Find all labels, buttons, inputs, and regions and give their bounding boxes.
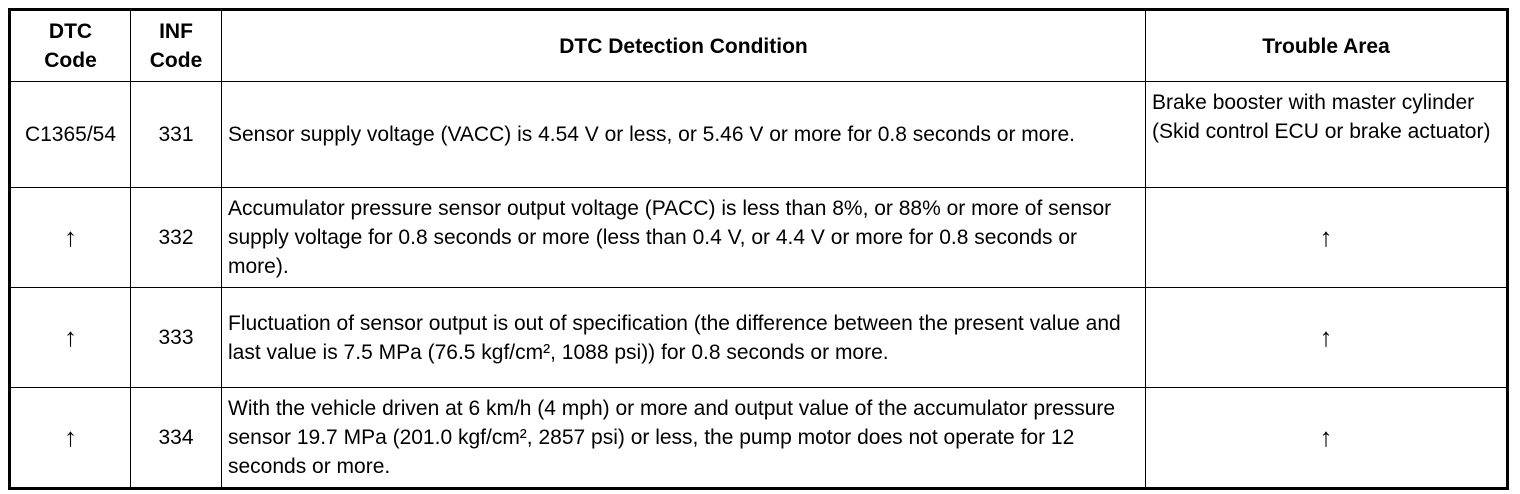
table-cell: 331: [130, 81, 222, 188]
header-cell: DTC Detection Condition: [221, 9, 1146, 82]
table-row: ↑ 334 With the vehicle driven at 6 km/h (4…: [9, 387, 1508, 489]
table-row: C1365/54 331 Sensor supply voltage (VACC) …: [9, 81, 1508, 188]
table-cell: With the vehicle driven at 6 km/h (4 mph…: [221, 387, 1146, 489]
table-cell: 332: [130, 187, 222, 288]
table-cell: ↑: [1145, 387, 1508, 489]
dtc-table: DTC Code INF Code DTC Detection Condition T…: [8, 8, 1509, 490]
table-body: C1365/54 331 Sensor supply voltage (VACC) …: [9, 81, 1508, 489]
table-cell: 333: [130, 287, 222, 388]
table-cell: ↑: [1145, 287, 1508, 388]
table-cell: Brake booster with master cylinder (Skid…: [1145, 81, 1508, 188]
table-cell: ↑: [9, 287, 131, 388]
table-cell: ↑: [9, 387, 131, 489]
table-cell: 334: [130, 387, 222, 489]
header-row: DTC Code INF Code DTC Detection Condition T…: [9, 9, 1508, 82]
table-cell: ↑: [9, 187, 131, 288]
header-cell: INF Code: [130, 9, 222, 82]
table-cell: Accumulator pressure sensor output volta…: [221, 187, 1146, 288]
table-cell: Sensor supply voltage (VACC) is 4.54 V o…: [221, 81, 1146, 188]
header-cell: DTC Code: [9, 9, 131, 82]
table-cell: Fluctuation of sensor output is out of s…: [221, 287, 1146, 388]
table-cell: C1365/54: [9, 81, 131, 188]
table-cell: ↑: [1145, 187, 1508, 288]
table-row: ↑ 332 Accumulator pressure sensor output v…: [9, 187, 1508, 288]
table-row: ↑ 333 Fluctuation of sensor output is out …: [9, 287, 1508, 388]
header-cell: Trouble Area: [1145, 9, 1508, 82]
